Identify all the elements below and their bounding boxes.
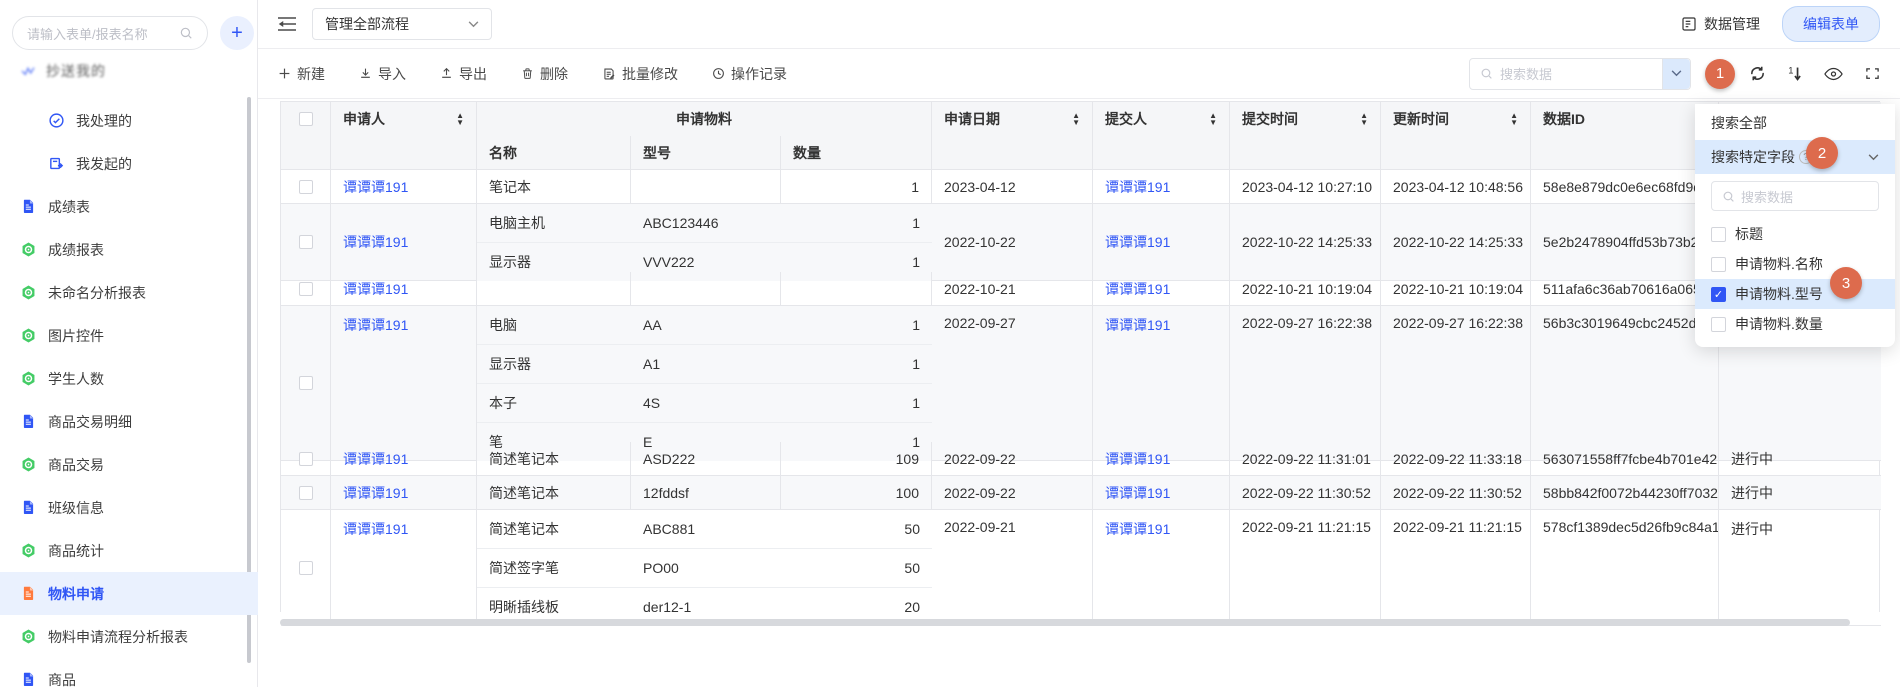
svg-text:1: 1 [1788,66,1793,76]
